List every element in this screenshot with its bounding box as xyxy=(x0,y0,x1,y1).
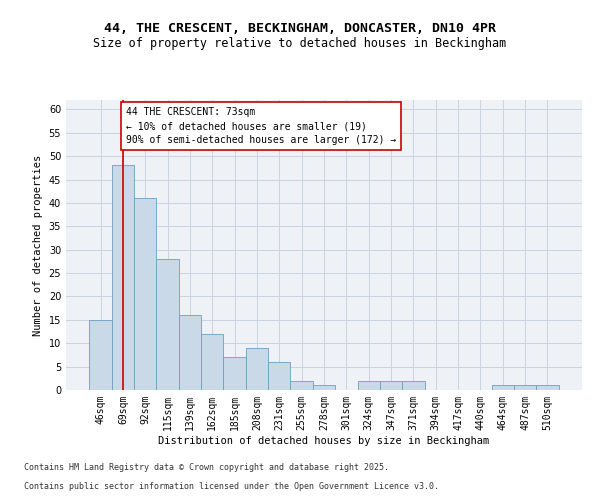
Text: 44, THE CRESCENT, BECKINGHAM, DONCASTER, DN10 4PR: 44, THE CRESCENT, BECKINGHAM, DONCASTER,… xyxy=(104,22,496,36)
X-axis label: Distribution of detached houses by size in Beckingham: Distribution of detached houses by size … xyxy=(158,436,490,446)
Text: 44 THE CRESCENT: 73sqm
← 10% of detached houses are smaller (19)
90% of semi-det: 44 THE CRESCENT: 73sqm ← 10% of detached… xyxy=(127,107,397,145)
Bar xyxy=(290,380,313,390)
Bar xyxy=(112,166,134,390)
Y-axis label: Number of detached properties: Number of detached properties xyxy=(33,154,43,336)
Text: Contains public sector information licensed under the Open Government Licence v3: Contains public sector information licen… xyxy=(24,482,439,491)
Bar xyxy=(223,358,246,390)
Bar xyxy=(536,386,559,390)
Bar xyxy=(313,386,335,390)
Bar xyxy=(268,362,290,390)
Text: Size of property relative to detached houses in Beckingham: Size of property relative to detached ho… xyxy=(94,38,506,51)
Bar xyxy=(514,386,536,390)
Bar xyxy=(201,334,223,390)
Bar xyxy=(491,386,514,390)
Bar xyxy=(358,380,380,390)
Bar xyxy=(134,198,157,390)
Bar xyxy=(246,348,268,390)
Text: Contains HM Land Registry data © Crown copyright and database right 2025.: Contains HM Land Registry data © Crown c… xyxy=(24,464,389,472)
Bar xyxy=(89,320,112,390)
Bar xyxy=(402,380,425,390)
Bar xyxy=(380,380,402,390)
Bar xyxy=(157,259,179,390)
Bar xyxy=(179,315,201,390)
